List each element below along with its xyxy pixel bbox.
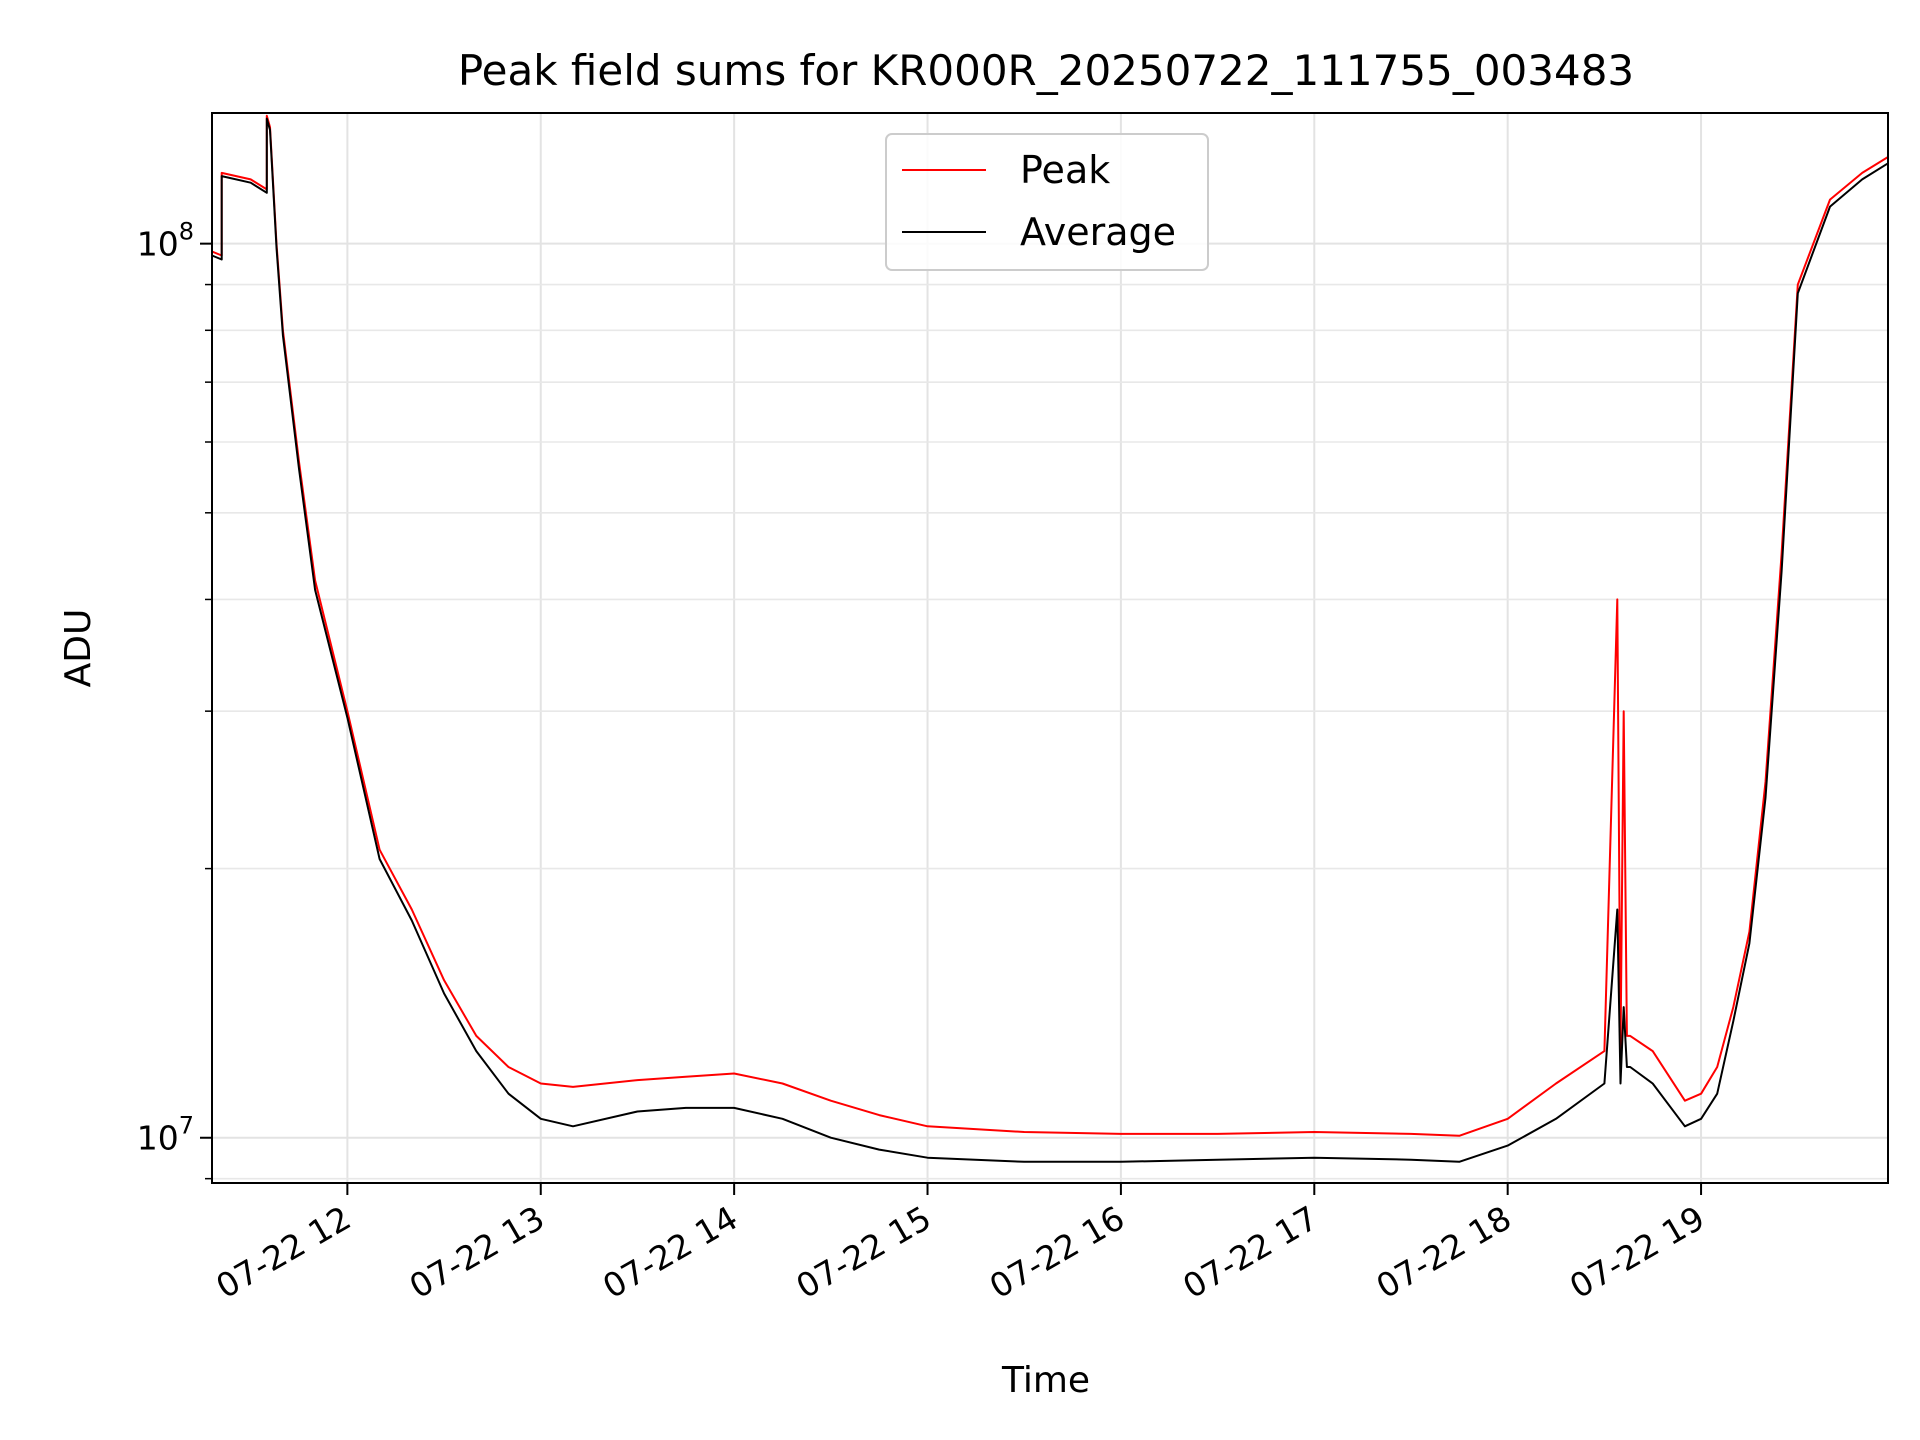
legend: Peak Average <box>885 133 1209 271</box>
x-axis-label: Time <box>1001 1360 1090 1401</box>
y-tick-label: 108 <box>137 218 194 264</box>
series-line-average <box>211 117 1889 1163</box>
legend-box <box>885 133 1209 271</box>
legend-label: Peak <box>1020 148 1110 192</box>
y-tick-label: 107 <box>137 1112 194 1158</box>
legend-label: Average <box>1020 210 1176 254</box>
plot-frame <box>211 112 1889 1184</box>
series-layer <box>211 114 1889 1163</box>
chart-title: Peak field sums for KR000R_20250722_1117… <box>458 46 1634 95</box>
y-axis-label: ADU <box>58 609 99 688</box>
